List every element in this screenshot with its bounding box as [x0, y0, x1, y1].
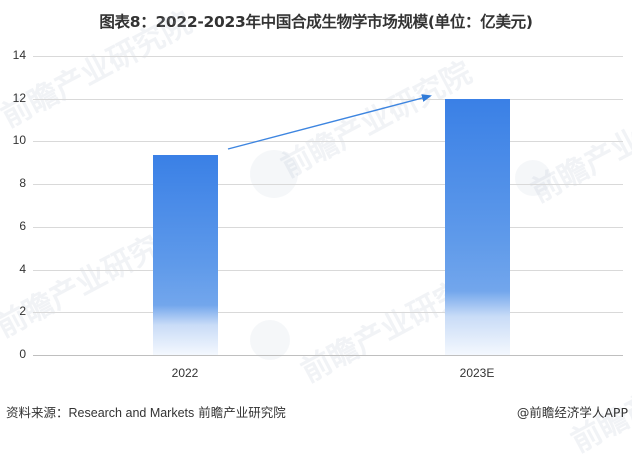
chart-title: 图表8：2022-2023年中国合成生物学市场规模(单位：亿美元): [99, 13, 533, 31]
y-axis-tick-label: 0: [19, 347, 26, 361]
source-cn: 前瞻产业研究院: [198, 405, 286, 420]
gridline: [33, 141, 623, 142]
x-axis-tick-label: 2023E: [459, 366, 495, 380]
bar-2023E: [444, 99, 510, 355]
y-axis-tick-label: 14: [12, 48, 26, 62]
gridline: [33, 99, 623, 100]
gridline: [33, 270, 623, 271]
gridline: [33, 312, 623, 313]
chart-plot-area: 前瞻产业研究院 前瞻产业研究院 前瞻产业研究院 前瞻产业研究院 前瞻产业研究院 …: [0, 5, 632, 459]
bar-2022: [152, 155, 218, 355]
y-axis-tick-label: 4: [19, 262, 26, 276]
source-note: 资料来源：Research and Markets 前瞻产业研究院: [6, 402, 286, 421]
growth-arrow-icon: [227, 94, 432, 150]
y-axis-tick-label: 12: [12, 91, 26, 105]
gridline: [33, 355, 623, 356]
x-axis-tick-label: 2022: [171, 366, 199, 380]
gridline: [33, 227, 623, 228]
y-axis-tick-label: 8: [19, 176, 26, 190]
y-axis-tick-label: 10: [12, 133, 26, 147]
gridline: [33, 184, 623, 185]
y-axis-tick-label: 6: [19, 219, 26, 233]
source-label: 资料来源：: [6, 405, 69, 420]
credit-text: @前瞻经济学人APP: [516, 405, 628, 420]
y-axis-tick-label: 2: [19, 304, 26, 318]
source-en: Research and Markets: [68, 406, 195, 420]
gridline: [33, 56, 623, 57]
